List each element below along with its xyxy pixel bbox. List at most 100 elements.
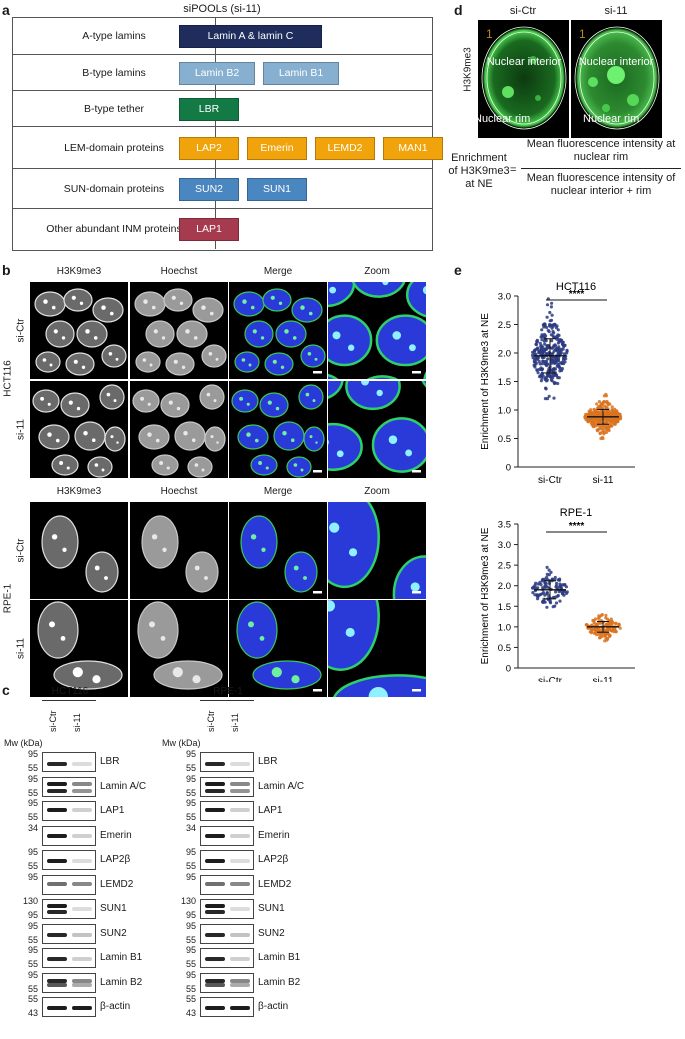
mw-marker: 55 [185,994,196,1004]
data-point [561,362,566,366]
panel-e-letter: e [454,262,462,278]
blot-strip [200,874,254,895]
table-row: LEM-domain proteins LAP2 Emerin LEMD2 MAN1 [13,126,443,169]
data-point [593,423,597,427]
data-point [541,355,545,359]
data-point [533,583,537,587]
protein-chip: SUN1 [247,177,307,201]
band [230,906,250,911]
mw-marker: 130 [180,896,196,906]
column-header: Hoechst [160,266,198,277]
mw-marker: 55 [185,812,196,822]
data-point [547,568,551,572]
y-tick-label: 2.5 [498,320,511,331]
data-point [614,409,618,413]
data-point [600,634,604,639]
band [205,933,225,937]
data-point [538,362,542,366]
micrograph [30,502,128,599]
blot-protein-label: Lamin A/C [258,780,305,792]
data-point [558,577,562,581]
data-point [532,349,536,353]
protein-chip: Lamin A & lamin C [179,24,322,48]
band [47,782,67,786]
mw-marker: 95 [185,773,196,784]
micrograph [130,502,228,599]
y-tick-label: 3.0 [498,292,511,303]
blot-protein-label: Lamin A/C [100,780,147,792]
mw-marker: 130 [22,896,38,906]
band [205,807,225,812]
blot-protein-label: SUN1 [258,903,285,914]
protein-chip: Emerin [247,136,307,160]
data-point [561,592,565,596]
data-point [554,326,559,330]
data-point [549,305,553,309]
band [205,789,225,793]
data-point [565,590,569,594]
band [47,933,67,937]
band [230,983,250,987]
blot-protein-label: Lamin B2 [258,976,301,988]
data-point [599,418,603,422]
data-point [548,374,552,379]
data-point [583,415,587,419]
cell-line-label: HCT116 [2,360,14,397]
data-point [614,630,618,634]
blot-protein-label: Lamin B1 [258,952,301,963]
mw-marker: 55 [185,763,196,773]
data-point [598,431,602,435]
data-point [588,630,592,634]
protein-chip: Lamin B1 [263,61,339,85]
band [205,903,225,908]
data-point [557,345,561,349]
mw-axis-label: Mw (kDa) [4,738,43,748]
protein-chip: MAN1 [383,136,443,160]
data-point [556,358,561,363]
data-point [554,601,559,605]
data-point [597,614,601,618]
blot-protein-label: LAP1 [258,805,283,816]
data-point [543,585,547,590]
cell-line-label: RPE-1 [2,583,14,614]
band [72,807,92,812]
data-point [538,580,542,584]
band [205,909,225,914]
y-tick-label: 0.5 [498,434,511,445]
panel-d-cond-ctr: si-Ctr [509,5,537,17]
band [205,956,225,961]
column-header: Zoom [364,266,390,277]
data-point [619,415,623,419]
mw-marker: 95 [185,798,196,808]
data-point [609,628,613,632]
data-point [605,637,610,641]
data-point [608,634,612,638]
data-point [598,413,602,417]
data-point [549,333,553,337]
blot-protein-label: Lamin B2 [100,976,143,988]
mw-marker: 55 [27,959,38,969]
band [205,979,225,983]
data-point [556,376,560,380]
data-point [557,347,561,351]
band [47,882,67,886]
data-point [557,339,561,343]
blot-strip [42,874,96,895]
x-tick-label: si-11 [593,676,614,682]
data-point [534,352,538,356]
band [47,909,67,914]
data-point [545,592,549,596]
mw-marker: 55 [27,983,38,994]
data-point [545,373,550,378]
blot-strip [42,825,96,846]
band [47,979,67,983]
data-point [538,375,542,379]
blot-strip [200,948,254,968]
micrograph [229,381,327,478]
data-point [537,367,541,371]
band [230,789,250,793]
band [47,983,67,987]
data-point [610,412,615,416]
data-point [559,350,563,355]
column-header: Zoom [364,486,390,497]
